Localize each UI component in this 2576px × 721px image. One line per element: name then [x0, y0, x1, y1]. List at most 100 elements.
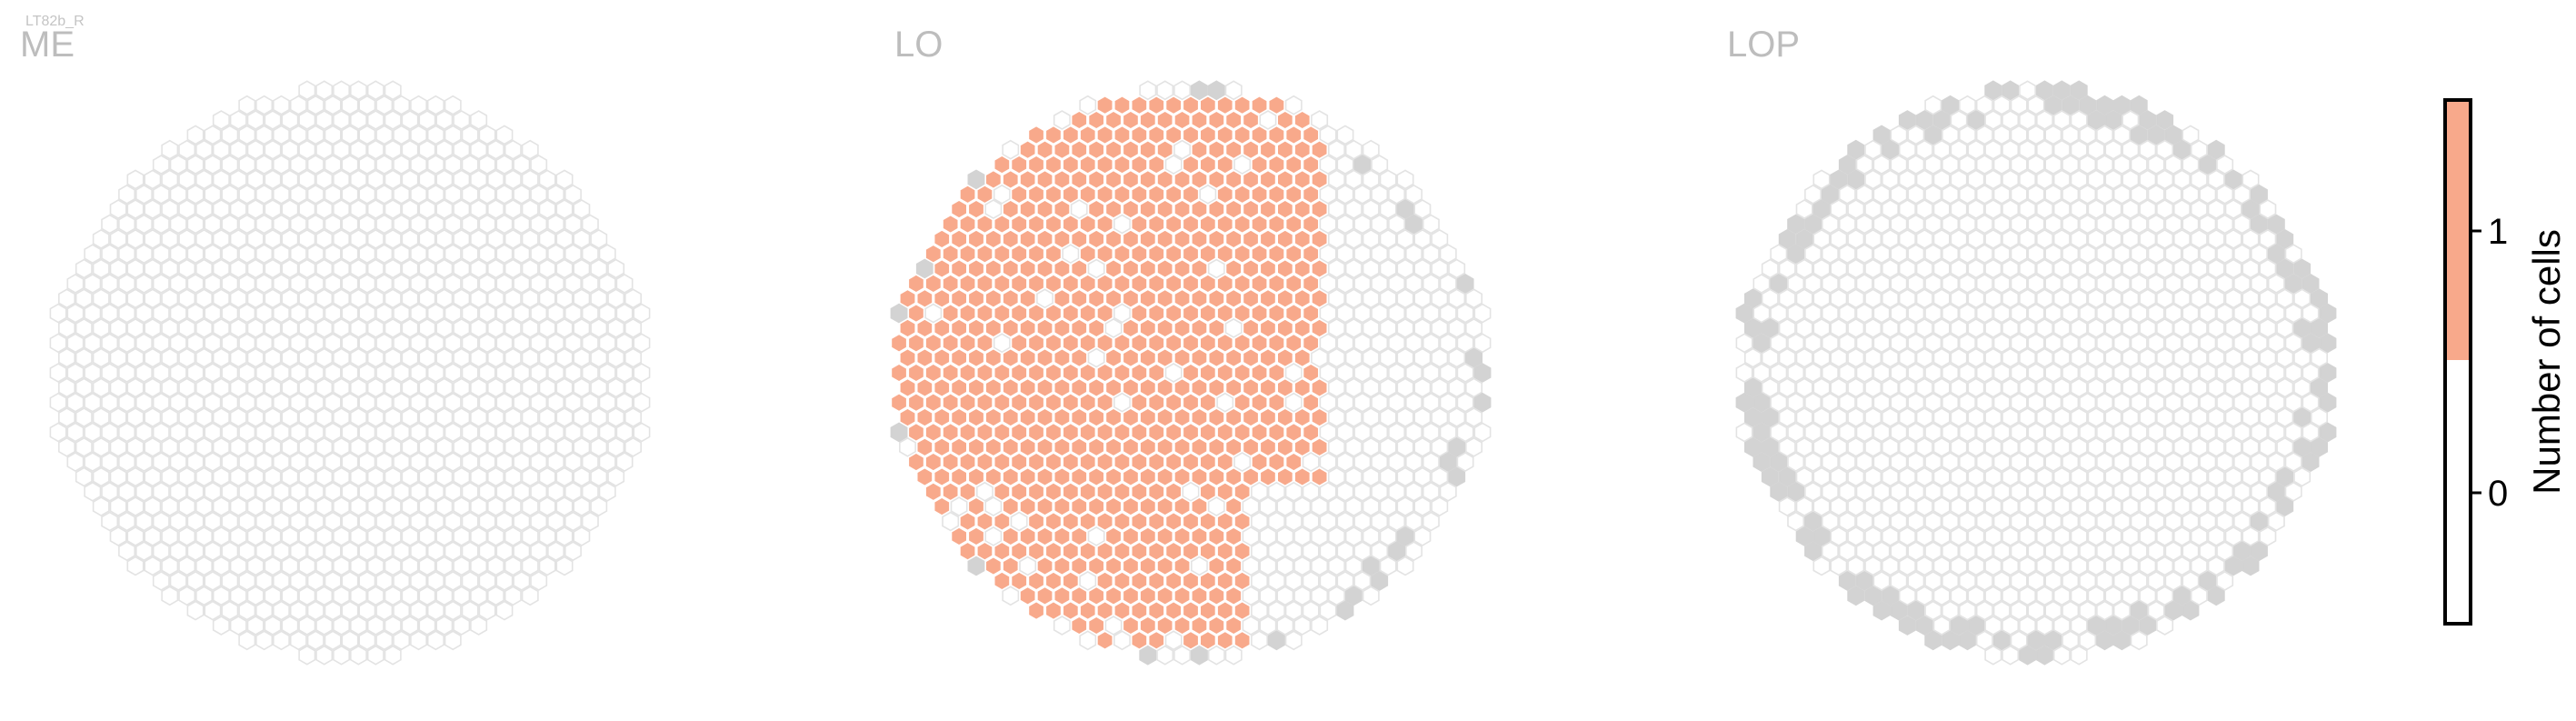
hex-column	[1276, 466, 1294, 487]
hex-column	[1992, 541, 2011, 562]
hex-column	[1010, 333, 1028, 354]
hex-column	[1293, 407, 1312, 428]
hex-column	[495, 422, 514, 443]
hex-column	[1251, 363, 1268, 383]
hex-column	[118, 541, 135, 562]
hex-column	[2122, 317, 2140, 338]
hex-column	[1087, 199, 1105, 220]
hex-column	[2182, 422, 2200, 443]
hex-column	[384, 377, 402, 398]
hex-column	[2182, 363, 2200, 383]
hex-column	[2044, 570, 2062, 591]
hex-column	[298, 466, 316, 487]
hex-column	[2216, 363, 2234, 383]
hex-column	[126, 526, 145, 546]
hex-column	[2044, 541, 2062, 562]
hex-column	[1216, 244, 1234, 265]
hex-column	[144, 526, 162, 546]
hex-column	[1371, 214, 1389, 235]
hex-column	[1224, 436, 1243, 457]
hex-column	[1019, 347, 1037, 368]
hex-column	[915, 436, 934, 457]
hex-column	[1778, 407, 1796, 428]
hex-column	[2293, 377, 2311, 398]
hex-column	[2062, 333, 2080, 354]
hex-column	[993, 511, 1011, 532]
hex-column	[950, 199, 968, 220]
hex-column	[1890, 481, 1908, 502]
hex-column	[1053, 288, 1071, 309]
hex-column	[1950, 407, 1968, 428]
hex-column	[1104, 377, 1123, 398]
hex-column	[273, 570, 290, 591]
hex-column	[1744, 377, 1762, 398]
hex-column	[375, 630, 394, 651]
hex-column	[2112, 630, 2131, 651]
hex-column	[1890, 363, 1908, 383]
hex-column	[2207, 496, 2225, 517]
hex-column	[1242, 228, 1260, 249]
hex-column	[1795, 466, 1813, 487]
hex-column	[538, 407, 556, 428]
hex-column	[1019, 288, 1037, 309]
hex-column	[547, 511, 564, 532]
hex-column	[530, 570, 548, 591]
hex-column	[1984, 377, 2002, 398]
hex-column	[890, 333, 908, 354]
hex-column	[590, 258, 608, 279]
hex-column	[255, 214, 274, 235]
hex-column	[1932, 317, 1951, 338]
hex-column	[1139, 288, 1157, 309]
hex-column	[1233, 125, 1252, 145]
hex-column	[581, 214, 599, 235]
hex-column	[538, 317, 556, 338]
hex-column	[470, 436, 488, 457]
hex-column	[1036, 556, 1053, 576]
hex-column	[169, 273, 187, 294]
hex-column	[49, 422, 67, 443]
hex-column	[1405, 481, 1423, 502]
hex-column	[478, 481, 496, 502]
hex-column	[1182, 125, 1200, 145]
hex-column	[1276, 258, 1294, 279]
hex-column	[84, 333, 102, 354]
hex-column	[1053, 616, 1071, 636]
hex-column	[289, 600, 307, 621]
hex-column	[470, 258, 488, 279]
hex-column	[1199, 392, 1217, 413]
hex-column	[393, 452, 411, 473]
hex-column	[933, 228, 951, 249]
hex-column	[1975, 155, 1993, 175]
hex-column	[306, 363, 324, 383]
hex-column	[487, 228, 504, 249]
hex-column	[435, 228, 454, 249]
hex-column	[178, 169, 196, 190]
hex-column	[2199, 244, 2217, 265]
hex-column	[1890, 125, 1908, 145]
hex-column	[1070, 377, 1088, 398]
hex-column	[2070, 317, 2088, 338]
hex-column	[2164, 600, 2182, 621]
hex-column	[1984, 139, 2002, 160]
hex-column	[1448, 288, 1466, 309]
hex-column	[453, 258, 471, 279]
hex-column	[2087, 496, 2105, 517]
hex-column	[126, 496, 145, 517]
hex-column	[264, 288, 282, 309]
hex-column	[1010, 363, 1028, 383]
hex-column	[2130, 541, 2148, 562]
hex-column	[1379, 556, 1397, 576]
hex-column	[513, 155, 531, 175]
hex-column	[255, 184, 274, 205]
hex-column	[967, 169, 985, 190]
hex-column	[315, 377, 334, 398]
hex-column	[281, 317, 299, 338]
hex-column	[101, 392, 119, 413]
hex-column	[75, 466, 93, 487]
hex-column	[624, 347, 642, 368]
hex-column	[1362, 556, 1380, 576]
hex-column	[1276, 317, 1294, 338]
hex-column	[2293, 347, 2311, 368]
hex-column	[1830, 436, 1848, 457]
hex-column	[1975, 392, 1993, 413]
